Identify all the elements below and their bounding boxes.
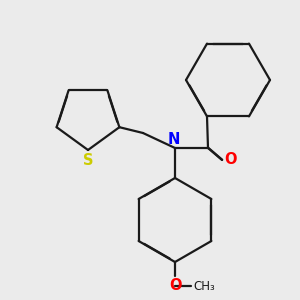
Text: O: O [224, 152, 236, 166]
Text: N: N [168, 132, 180, 147]
Text: O: O [169, 278, 181, 293]
Text: CH₃: CH₃ [193, 280, 215, 292]
Text: S: S [83, 153, 93, 168]
